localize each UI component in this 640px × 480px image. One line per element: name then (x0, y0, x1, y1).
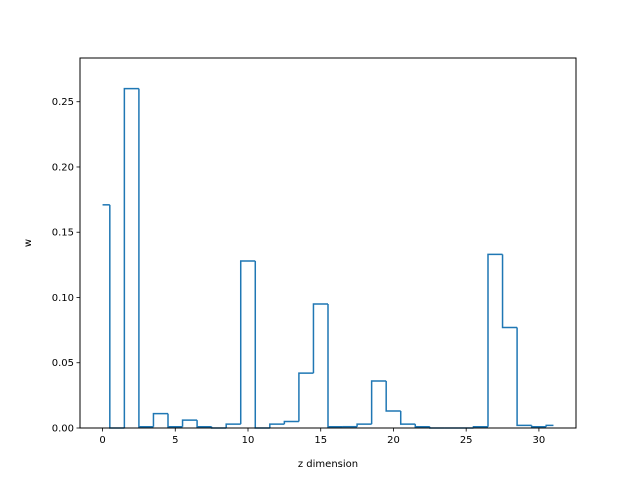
x-tick-label: 10 (242, 435, 255, 446)
step-segment (123, 87, 139, 428)
y-tick-label: 0.20 (52, 162, 74, 173)
step-segment (225, 423, 241, 428)
x-tick-label: 15 (314, 435, 327, 446)
step-segment (487, 253, 503, 427)
y-tick-label: 0.10 (52, 293, 74, 304)
step-segment (138, 88, 154, 428)
step-segment (196, 420, 212, 428)
step-segment (414, 424, 430, 428)
x-axis-label: z dimension (298, 459, 358, 470)
plot-area (102, 87, 554, 429)
step-segment (298, 372, 314, 422)
step-segment (167, 413, 183, 428)
step-segment (399, 411, 416, 425)
step-segment (239, 260, 256, 425)
step-segment (181, 419, 198, 427)
step-segment (530, 425, 547, 428)
step-segment (269, 423, 285, 428)
y-axis-label: w (23, 239, 34, 247)
y-tick-label: 0.25 (52, 97, 74, 108)
x-tick-label: 30 (533, 435, 546, 446)
y-tick-label: 0.05 (52, 358, 74, 369)
x-axis-ticks: 0 5 10 15 20 25 30 (99, 428, 545, 446)
y-tick-label: 0.15 (52, 228, 74, 239)
y-axis-ticks: 0.00 0.05 0.10 0.15 0.20 0.25 (52, 97, 80, 435)
x-tick-label: 20 (387, 435, 400, 446)
step-segment (545, 424, 554, 427)
step-segment (385, 381, 401, 412)
x-tick-label: 5 (172, 435, 178, 446)
x-tick-label: 0 (99, 435, 105, 446)
step-segment (312, 303, 328, 374)
step-segment (356, 423, 372, 427)
x-tick-label: 25 (460, 435, 473, 446)
step-segment (152, 412, 168, 427)
step-segment (327, 304, 343, 428)
step-segment (516, 327, 532, 427)
step-segment (283, 420, 299, 425)
step-segment (370, 380, 387, 425)
y-tick-label: 0.00 (52, 424, 74, 435)
axes-frame (79, 57, 577, 429)
step-segment (501, 254, 518, 329)
